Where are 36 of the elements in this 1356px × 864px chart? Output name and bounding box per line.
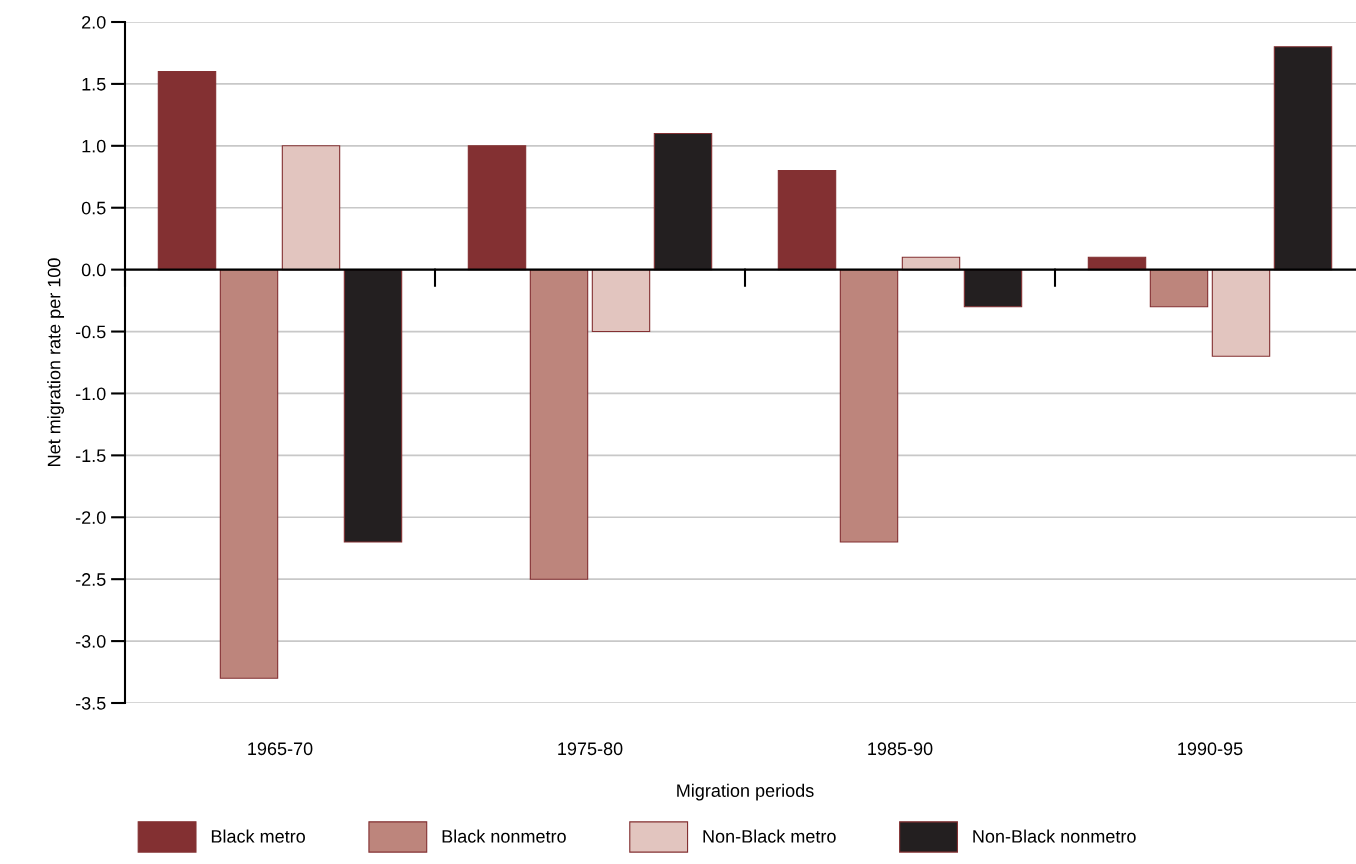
y-tick-label: 0.5 — [81, 201, 106, 215]
bar — [467, 145, 527, 271]
bar — [1211, 269, 1271, 357]
y-tick-label: -2.0 — [75, 511, 106, 524]
y-tick-label: 0.0 — [81, 263, 106, 277]
bar — [343, 269, 403, 543]
legend-label: Non-Black metro — [703, 829, 836, 843]
bar — [591, 269, 651, 333]
bar — [777, 170, 837, 271]
bar — [219, 269, 279, 679]
y-tick-label: 1.0 — [82, 139, 106, 153]
y-tick-label: 1.5 — [82, 78, 106, 91]
bar — [281, 145, 341, 271]
legend-label: Black nonmetro — [442, 829, 566, 843]
x-tick-label: 1975-80 — [558, 742, 623, 756]
legend-label: Non-Black nonmetro — [973, 829, 1136, 843]
bar — [529, 269, 589, 580]
y-tick-label: -1.0 — [75, 387, 106, 401]
bar — [653, 132, 713, 271]
x-axis-title: Migration periods — [677, 783, 814, 801]
y-axis-title: Net migration rate per 100 — [47, 258, 65, 466]
y-tick-label: -3.5 — [75, 696, 106, 710]
y-tick-label: -3.0 — [75, 635, 106, 648]
x-tick-label: 1965-70 — [248, 742, 313, 756]
x-tick-label: 1990-95 — [1178, 742, 1243, 756]
bar — [963, 269, 1023, 308]
bar — [839, 269, 899, 543]
y-tick-label: -1.5 — [75, 449, 106, 463]
bar — [157, 70, 217, 271]
y-tick-label: -0.5 — [75, 325, 106, 339]
x-tick-label: 1985-90 — [868, 742, 933, 756]
y-tick-label: -2.5 — [75, 573, 106, 586]
bar — [1273, 46, 1333, 271]
y-tick-label: 2.0 — [82, 15, 106, 29]
bar — [1149, 269, 1209, 308]
legend-label: Black metro — [211, 829, 305, 843]
